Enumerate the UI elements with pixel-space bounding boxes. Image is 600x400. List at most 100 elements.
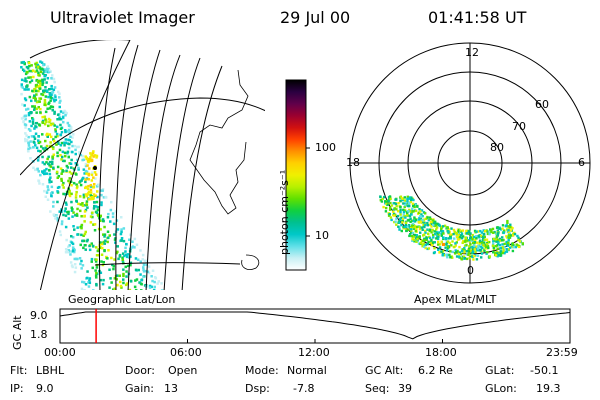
polar-aurora-pixel bbox=[457, 255, 461, 258]
polar-aurora-pixel bbox=[468, 257, 471, 260]
polar-aurora-pixel bbox=[467, 230, 470, 234]
aurora-pixel bbox=[33, 137, 37, 140]
polar-aurora-pixel bbox=[406, 197, 409, 200]
aurora-pixel bbox=[87, 285, 91, 288]
polar-aurora-pixel bbox=[434, 224, 437, 227]
polar-aurora-pixel bbox=[484, 245, 488, 248]
polar-aurora-pixel bbox=[483, 235, 486, 239]
aurora-pixel bbox=[23, 114, 27, 118]
aurora-pixel bbox=[80, 226, 83, 230]
aurora-pixel bbox=[27, 147, 30, 150]
aurora-pixel bbox=[43, 78, 46, 81]
aurora-pixel bbox=[76, 185, 79, 188]
aurora-pixel bbox=[120, 237, 124, 240]
polar-aurora-pixel bbox=[488, 232, 491, 236]
aurora-pixel bbox=[72, 225, 75, 228]
aurora-pixel bbox=[85, 200, 89, 203]
aurora-pixel bbox=[45, 167, 48, 171]
aurora-pixel bbox=[32, 145, 35, 149]
polar-aurora-pixel bbox=[454, 244, 457, 247]
polar-aurora-pixel bbox=[427, 232, 430, 235]
aurora-pixel bbox=[33, 127, 36, 130]
polar-aurora-pixel bbox=[497, 242, 500, 246]
polar-aurora-pixel bbox=[463, 257, 467, 260]
aurora-pixel bbox=[62, 181, 65, 185]
aurora-pixel bbox=[37, 100, 40, 103]
orbit-xtick-label-3: 18:00 bbox=[425, 346, 457, 359]
aurora-pixel bbox=[88, 244, 91, 248]
polar-aurora-pixel bbox=[438, 231, 441, 234]
aurora-pixel bbox=[74, 266, 78, 269]
polar-aurora-pixel bbox=[496, 232, 500, 235]
aurora-pixel bbox=[51, 147, 55, 151]
aurora-pixel bbox=[30, 64, 33, 67]
seq-value: 39 bbox=[398, 382, 412, 395]
aurora-pixel bbox=[48, 93, 52, 96]
aurora-pixel bbox=[96, 190, 99, 193]
polar-aurora-pixel bbox=[433, 247, 436, 250]
aurora-pixel bbox=[63, 159, 66, 163]
aurora-pixel bbox=[51, 160, 54, 164]
aurora-pixel bbox=[54, 95, 57, 98]
polar-aurora-pixel bbox=[400, 229, 403, 233]
aurora-pixel bbox=[101, 246, 104, 250]
polar-aurora-pixel bbox=[384, 210, 388, 213]
aurora-pixel bbox=[37, 149, 40, 153]
lat-label-80: 80 bbox=[490, 141, 504, 154]
polar-aurora-pixel bbox=[421, 239, 425, 242]
aurora-pixel bbox=[61, 155, 64, 159]
polar-aurora-pixel bbox=[408, 208, 411, 212]
polar-aurora-pixel bbox=[413, 220, 417, 223]
aurora-pixel bbox=[52, 138, 55, 141]
aurora-pixel bbox=[25, 70, 29, 74]
polar-aurora-pixel bbox=[493, 251, 497, 254]
polar-aurora-pixel bbox=[412, 227, 416, 230]
aurora-pixel bbox=[33, 106, 37, 110]
polar-aurora-pixel bbox=[388, 196, 392, 199]
polar-aurora-pixel bbox=[485, 252, 488, 255]
aurora-pixel bbox=[48, 180, 51, 184]
aurora-pixel bbox=[20, 83, 23, 86]
aurora-pixel bbox=[39, 107, 42, 111]
aurora-pixel bbox=[64, 248, 68, 251]
aurora-pixel bbox=[147, 265, 151, 268]
polar-aurora-pixel bbox=[407, 210, 410, 213]
aurora-pixel bbox=[95, 246, 98, 249]
polar-aurora-pixel bbox=[406, 201, 409, 205]
polar-aurora-pixel bbox=[451, 250, 454, 254]
aurora-pixel bbox=[115, 283, 119, 287]
aurora-pixel bbox=[88, 277, 92, 280]
polar-aurora-pixel bbox=[426, 221, 429, 225]
polar-aurora-pixel bbox=[488, 255, 491, 258]
aurora-pixel bbox=[80, 287, 84, 290]
aurora-pixel bbox=[37, 89, 40, 93]
polar-aurora-pixel bbox=[459, 252, 462, 256]
aurora-pixel bbox=[49, 96, 53, 99]
aurora-pixel bbox=[115, 278, 118, 281]
aurora-pixel bbox=[45, 161, 48, 164]
aurora-pixel bbox=[77, 168, 80, 171]
aurora-pixel bbox=[131, 245, 135, 248]
polar-aurora-pixel bbox=[495, 232, 498, 235]
aurora-pixel bbox=[80, 179, 83, 182]
aurora-pixel bbox=[59, 167, 63, 170]
polar-aurora-pixel bbox=[389, 197, 392, 201]
aurora-pixel bbox=[58, 118, 62, 121]
polar-aurora-pixel bbox=[492, 237, 495, 241]
aurora-pixel bbox=[77, 202, 80, 206]
polar-aurora-pixel bbox=[501, 251, 504, 255]
polar-aurora-pixel bbox=[408, 197, 411, 200]
polar-aurora-pixel bbox=[430, 225, 433, 228]
aurora-pixel bbox=[85, 239, 89, 243]
aurora-pixel bbox=[93, 171, 97, 174]
polar-aurora-pixel bbox=[416, 204, 419, 208]
aurora-pixel bbox=[91, 171, 94, 174]
colorbar-unit-label: photon cm⁻²s⁻¹ bbox=[278, 169, 291, 255]
aurora-pixel bbox=[93, 204, 96, 208]
aurora-pixel bbox=[78, 257, 82, 260]
aurora-pixel bbox=[109, 208, 113, 212]
aurora-pixel bbox=[110, 281, 113, 284]
aurora-pixel bbox=[89, 185, 93, 188]
aurora-pixel bbox=[86, 206, 89, 209]
aurora-pixel bbox=[23, 97, 27, 100]
